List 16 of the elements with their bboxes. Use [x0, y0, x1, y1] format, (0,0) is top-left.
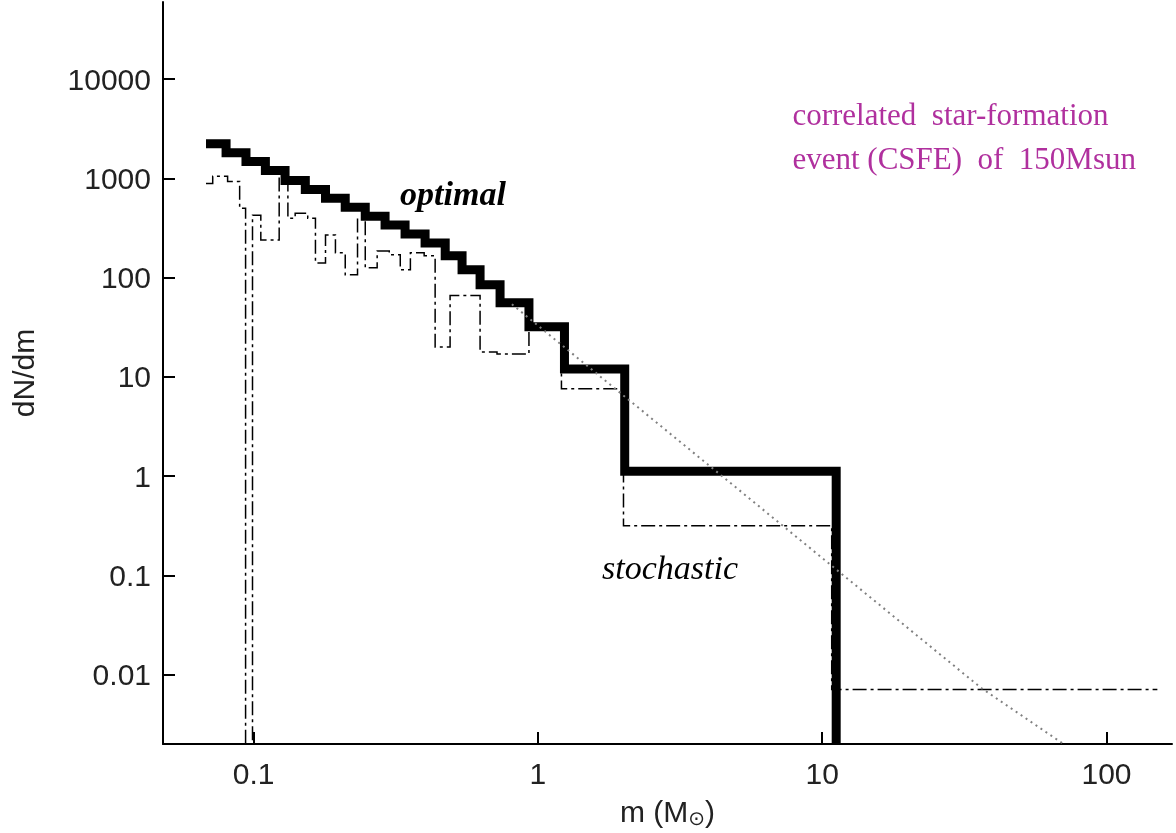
y-tick-label: 10000 [67, 62, 151, 96]
x-axis-title: m (M⊙) [619, 794, 716, 829]
y-tick-label: 1000 [84, 161, 151, 195]
annotation: optimal [400, 174, 507, 212]
y-axis-title: dN/dm [6, 328, 40, 418]
annotation: correlated star-formation event (CSFE) of 150Msun [792, 96, 1137, 176]
x-tick-label: 100 [1081, 756, 1132, 790]
annotation: stochastic [602, 548, 738, 586]
y-tick-label: 0.1 [109, 558, 151, 592]
x-tick-label: 0.1 [232, 756, 275, 790]
y-tick-label: 1 [134, 459, 151, 493]
y-tick-label: 0.01 [92, 658, 151, 692]
x-tick-label: 1 [529, 756, 547, 790]
x-tick-label: 10 [805, 756, 839, 790]
y-tick-label: 10 [117, 360, 151, 394]
y-tick-label: 100 [100, 261, 151, 295]
